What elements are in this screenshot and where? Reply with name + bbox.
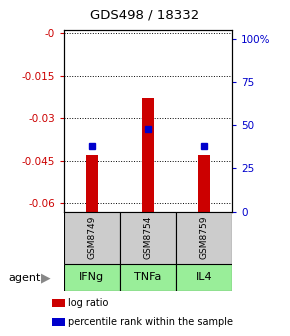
Bar	[176, 212, 232, 264]
Text: log ratio: log ratio	[68, 298, 108, 308]
Bar	[86, 155, 98, 212]
Text: GSM8749: GSM8749	[87, 216, 96, 259]
Text: IL4: IL4	[196, 272, 212, 282]
Text: GDS498 / 18332: GDS498 / 18332	[90, 8, 200, 22]
Text: ▶: ▶	[41, 272, 51, 285]
Text: TNFa: TNFa	[134, 272, 162, 282]
Bar	[176, 264, 232, 291]
Bar	[120, 264, 176, 291]
Bar	[64, 212, 120, 264]
Bar	[64, 264, 120, 291]
Text: percentile rank within the sample: percentile rank within the sample	[68, 317, 233, 327]
Text: GSM8759: GSM8759	[200, 216, 209, 259]
Bar	[142, 98, 154, 212]
Text: agent: agent	[9, 273, 41, 283]
Bar	[120, 212, 176, 264]
Text: IFNg: IFNg	[79, 272, 104, 282]
Text: GSM8754: GSM8754	[143, 216, 153, 259]
Bar	[198, 155, 210, 212]
